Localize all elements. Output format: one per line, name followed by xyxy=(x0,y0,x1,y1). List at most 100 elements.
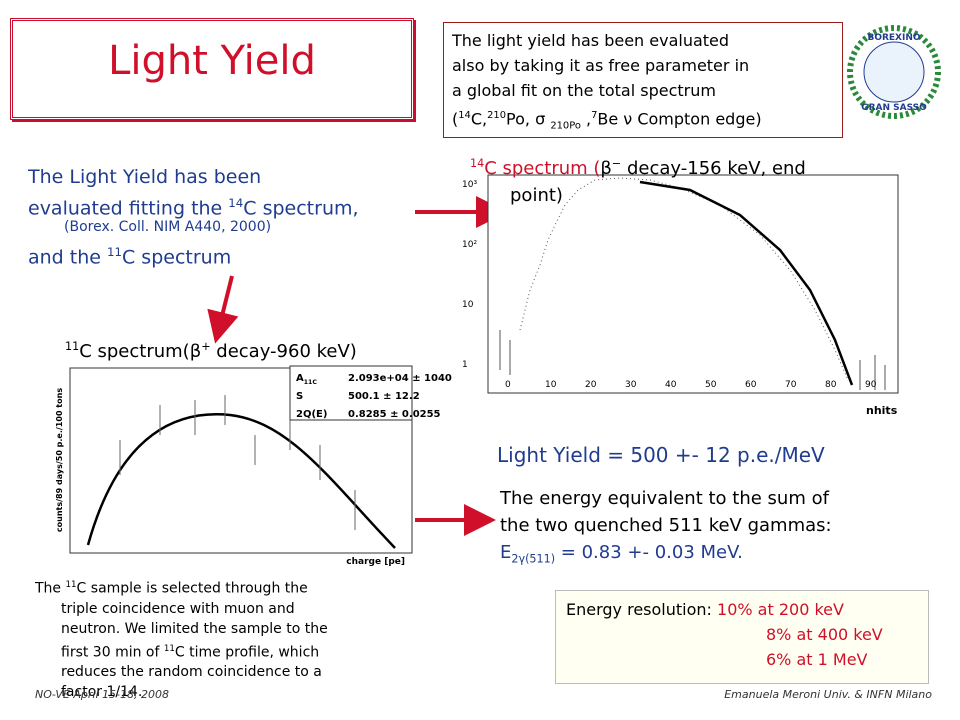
stats-box xyxy=(289,365,413,421)
sub: 11C xyxy=(303,379,317,386)
text-line: 6% at 1 MeV xyxy=(766,650,868,669)
sample-note: The 11C sample is selected through the t… xyxy=(35,575,328,702)
text: E xyxy=(500,542,512,563)
error-bars xyxy=(499,330,886,390)
text: first 30 min of xyxy=(61,644,164,661)
title-box xyxy=(10,18,414,120)
arrow xyxy=(207,275,239,344)
x-tick-label: 20 xyxy=(585,380,597,390)
stat-value: 500.1 ± 12.2 xyxy=(348,391,420,402)
y-title: counts/89 days/50 p.e./100 tons xyxy=(55,388,64,532)
text: C spectrum( xyxy=(79,341,190,362)
y-tick-label: 10³ xyxy=(462,180,478,190)
text: β xyxy=(600,158,612,179)
text: decay-156 keV, end xyxy=(621,158,806,179)
c11-caption: 11C spectrum(β+ decay-960 keV) xyxy=(65,340,357,362)
sub: 2γ(511) xyxy=(511,552,556,566)
logo-text: BOREXINO xyxy=(867,33,920,43)
stat-row: A11C 2.093e+04 ± 1040 xyxy=(296,372,452,390)
result: Light Yield = 500 +- 12 p.e./MeV xyxy=(497,443,825,467)
text-line: (14C,210Po, σ 210Po ,7Be ν Compton edge) xyxy=(452,103,762,139)
text: evaluated fitting the xyxy=(28,197,229,220)
text: Po, σ xyxy=(506,109,551,129)
text-line: and the 11C spectrum xyxy=(28,245,359,268)
text: C spectrum, xyxy=(243,197,359,220)
x-tick-label: 60 xyxy=(745,380,757,390)
text: C spectrum ( xyxy=(484,158,601,179)
text: = 0.83 +- 0.03 MeV. xyxy=(555,542,743,563)
title: Light Yield xyxy=(108,38,316,84)
stat-value: 0.8285 ± 0.0255 xyxy=(348,409,441,420)
stat-name: 2Q(E xyxy=(296,409,323,420)
x-tick-label: 90 xyxy=(865,380,877,390)
text-line: The Light Yield has been xyxy=(28,166,262,188)
footer-left: NO-VE April 15-18, 2008 xyxy=(35,688,169,701)
intro: The Light Yield has been evaluated fitti… xyxy=(28,166,359,269)
text-line: reduces the random coincidence to a xyxy=(61,664,322,681)
text-line: The light yield has been evaluated xyxy=(452,31,730,50)
text-line: first 30 min of 11C time profile, which xyxy=(35,639,328,663)
sup: 11 xyxy=(163,643,175,654)
x-tick-label: 10 xyxy=(545,380,557,390)
sup: 7 xyxy=(591,110,598,121)
reference: (Borex. Coll. NIM A440, 2000) xyxy=(64,219,272,236)
text-line: Energy resolution: 10% at 200 keV xyxy=(566,597,883,622)
resolution: Energy resolution: 10% at 200 keV 8% at … xyxy=(566,597,883,672)
text: C time profile, which xyxy=(174,644,320,661)
text-line: a global fit on the total spectrum xyxy=(452,81,716,100)
text-line: 14C spectrum (β− decay-156 keV, end xyxy=(470,150,806,182)
x-title: nhits xyxy=(866,404,898,417)
text-line: evaluated fitting the 14C spectrum, xyxy=(28,196,359,219)
x-tick-label: 40 xyxy=(665,380,677,390)
c14-plot xyxy=(487,174,899,394)
sup: 11 xyxy=(65,340,80,353)
text-line: the two quenched 511 keV gammas: xyxy=(500,515,832,536)
text: The xyxy=(35,580,66,597)
fit-note: The light yield has been evaluated also … xyxy=(452,28,762,139)
y-tick-label: 1 xyxy=(462,360,468,370)
fit-curve xyxy=(86,413,396,549)
text: decay-960 keV) xyxy=(210,341,357,362)
text-line: triple coincidence with muon and xyxy=(61,600,295,617)
sup: 14 xyxy=(228,196,244,210)
stat-name: S xyxy=(296,391,304,402)
text-line: also by taking it as free parameter in xyxy=(452,56,750,75)
stats: A11C 2.093e+04 ± 1040 S 500.1 ± 12.2 2Q(… xyxy=(296,372,452,422)
fit-note-box xyxy=(443,22,843,138)
text: 10% at 200 keV xyxy=(717,600,844,619)
text: C spectrum xyxy=(122,246,232,269)
text-line: The energy equivalent to the sum of xyxy=(500,488,829,509)
text: C sample is selected through the xyxy=(76,580,308,597)
y-tick-label: 10 xyxy=(462,300,474,310)
x-tick-label: 70 xyxy=(785,380,797,390)
sup: − xyxy=(611,157,622,170)
text: , xyxy=(580,109,592,129)
text: Energy resolution: xyxy=(566,600,712,619)
sub: 210Po xyxy=(550,120,581,132)
y-tick-label: 10² xyxy=(462,240,478,250)
x-tick-label: 50 xyxy=(705,380,717,390)
logo-text: GRAN SASSO xyxy=(861,103,927,113)
fit-curve xyxy=(639,180,854,386)
c11-plot: counts/89 days/50 p.e./100 tons charge [… xyxy=(55,365,413,567)
error-bars xyxy=(119,395,356,530)
text: ( xyxy=(452,109,459,129)
resolution-box xyxy=(555,590,929,684)
text-line: 8% at 400 keV xyxy=(766,625,883,644)
stat-value: 2.093e+04 ± 1040 xyxy=(348,373,452,384)
plot-frame xyxy=(487,174,899,394)
sup: 11 xyxy=(65,580,77,590)
x-tick-label: 0 xyxy=(505,380,511,390)
text: Be ν Compton edge) xyxy=(597,109,762,129)
sup: 14 xyxy=(458,110,471,121)
stat-row: 2Q(E) 0.8285 ± 0.0255 xyxy=(296,408,441,422)
x-tick-label: 80 xyxy=(825,380,837,390)
text: and the xyxy=(28,246,108,269)
x-title: charge [pe] xyxy=(346,557,405,567)
sup: 11 xyxy=(107,245,122,260)
logo: BOREXINO GRAN SASSO xyxy=(847,25,941,119)
text-line: point) xyxy=(510,185,563,206)
text-line: neutron. We limited the sample to the xyxy=(61,620,328,637)
text-line: factor 1/14. xyxy=(61,684,143,701)
